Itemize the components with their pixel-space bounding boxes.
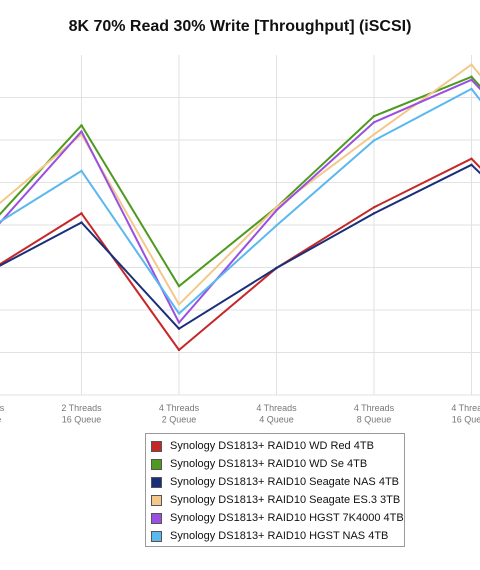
series-1-point <box>470 75 473 78</box>
series-5-point <box>177 312 181 315</box>
series-line-1 <box>0 75 480 288</box>
legend: Synology DS1813+ RAID10 WD Red 4TB Synolo… <box>145 433 405 547</box>
legend-item: Synology DS1813+ RAID10 WD Se 4TB <box>151 455 399 473</box>
series-5-point <box>80 169 83 173</box>
series-4-point <box>177 321 181 324</box>
legend-swatch <box>151 440 162 452</box>
legend-item: Synology DS1813+ RAID10 Seagate ES.3 3TB <box>151 491 401 509</box>
series-line-0 <box>0 157 480 351</box>
series-3-point <box>275 206 278 209</box>
legend-label: Synology DS1813+ RAID10 WD Red 4TB <box>170 440 374 452</box>
series-3-point <box>177 303 181 306</box>
series-2-point <box>372 212 376 215</box>
series-2-point <box>470 163 473 166</box>
legend-item: Synology DS1813+ RAID10 HGST NAS 4TB <box>151 527 399 545</box>
series-2-point <box>275 266 278 270</box>
legend-label: Synology DS1813+ RAID10 HGST 7K4000 4TB <box>170 512 404 524</box>
legend-item: Synology DS1813+ RAID10 WD Red 4TB <box>151 437 399 455</box>
legend-label: Synology DS1813+ RAID10 Seagate NAS 4TB <box>170 476 399 488</box>
legend-swatch <box>151 476 162 488</box>
series-3-point <box>372 133 376 136</box>
series-5-point <box>470 87 473 91</box>
series-4-point <box>80 130 83 133</box>
series-0-point <box>177 348 181 352</box>
legend-swatch <box>151 458 162 470</box>
series-1-point <box>372 115 376 118</box>
x-tick-label: 4 Threads 2 Queue <box>159 403 200 425</box>
series-0-point <box>80 212 83 215</box>
series-line-4 <box>0 78 480 324</box>
series-0-point <box>470 157 473 160</box>
series-4-point <box>372 121 376 124</box>
legend-swatch <box>151 530 162 542</box>
series-1-point <box>80 124 83 127</box>
x-tick-label: 4 Threads 8 Queue <box>354 403 395 425</box>
series-3-point <box>470 63 473 66</box>
legend-label: Synology DS1813+ RAID10 HGST NAS 4TB <box>170 530 389 542</box>
series-4-point <box>275 209 278 212</box>
series-5-point <box>372 139 376 142</box>
series-5-point <box>275 224 278 227</box>
series-2-point <box>80 221 83 224</box>
legend-item: Synology DS1813+ RAID10 Seagate NAS 4TB <box>151 473 399 491</box>
series-4-point <box>470 78 473 81</box>
series-0-point <box>372 206 376 209</box>
chart-title: 8K 70% Read 30% Write [Throughput] (iSCS… <box>68 18 412 35</box>
legend-swatch <box>151 512 162 524</box>
legend-item: Synology DS1813+ RAID10 HGST 7K4000 4TB <box>151 509 404 527</box>
x-tick-label: 4 Threads 4 Queue <box>256 403 297 425</box>
series-line-5 <box>0 87 480 315</box>
series-2-point <box>177 327 181 330</box>
legend-swatch <box>151 494 162 506</box>
legend-label: Synology DS1813+ RAID10 WD Se 4TB <box>170 458 368 470</box>
legend-label: Synology DS1813+ RAID10 Seagate ES.3 3TB <box>170 494 401 506</box>
x-tick-label: 2 Threads 16 Queue <box>61 403 102 425</box>
series-1-point <box>177 285 181 288</box>
